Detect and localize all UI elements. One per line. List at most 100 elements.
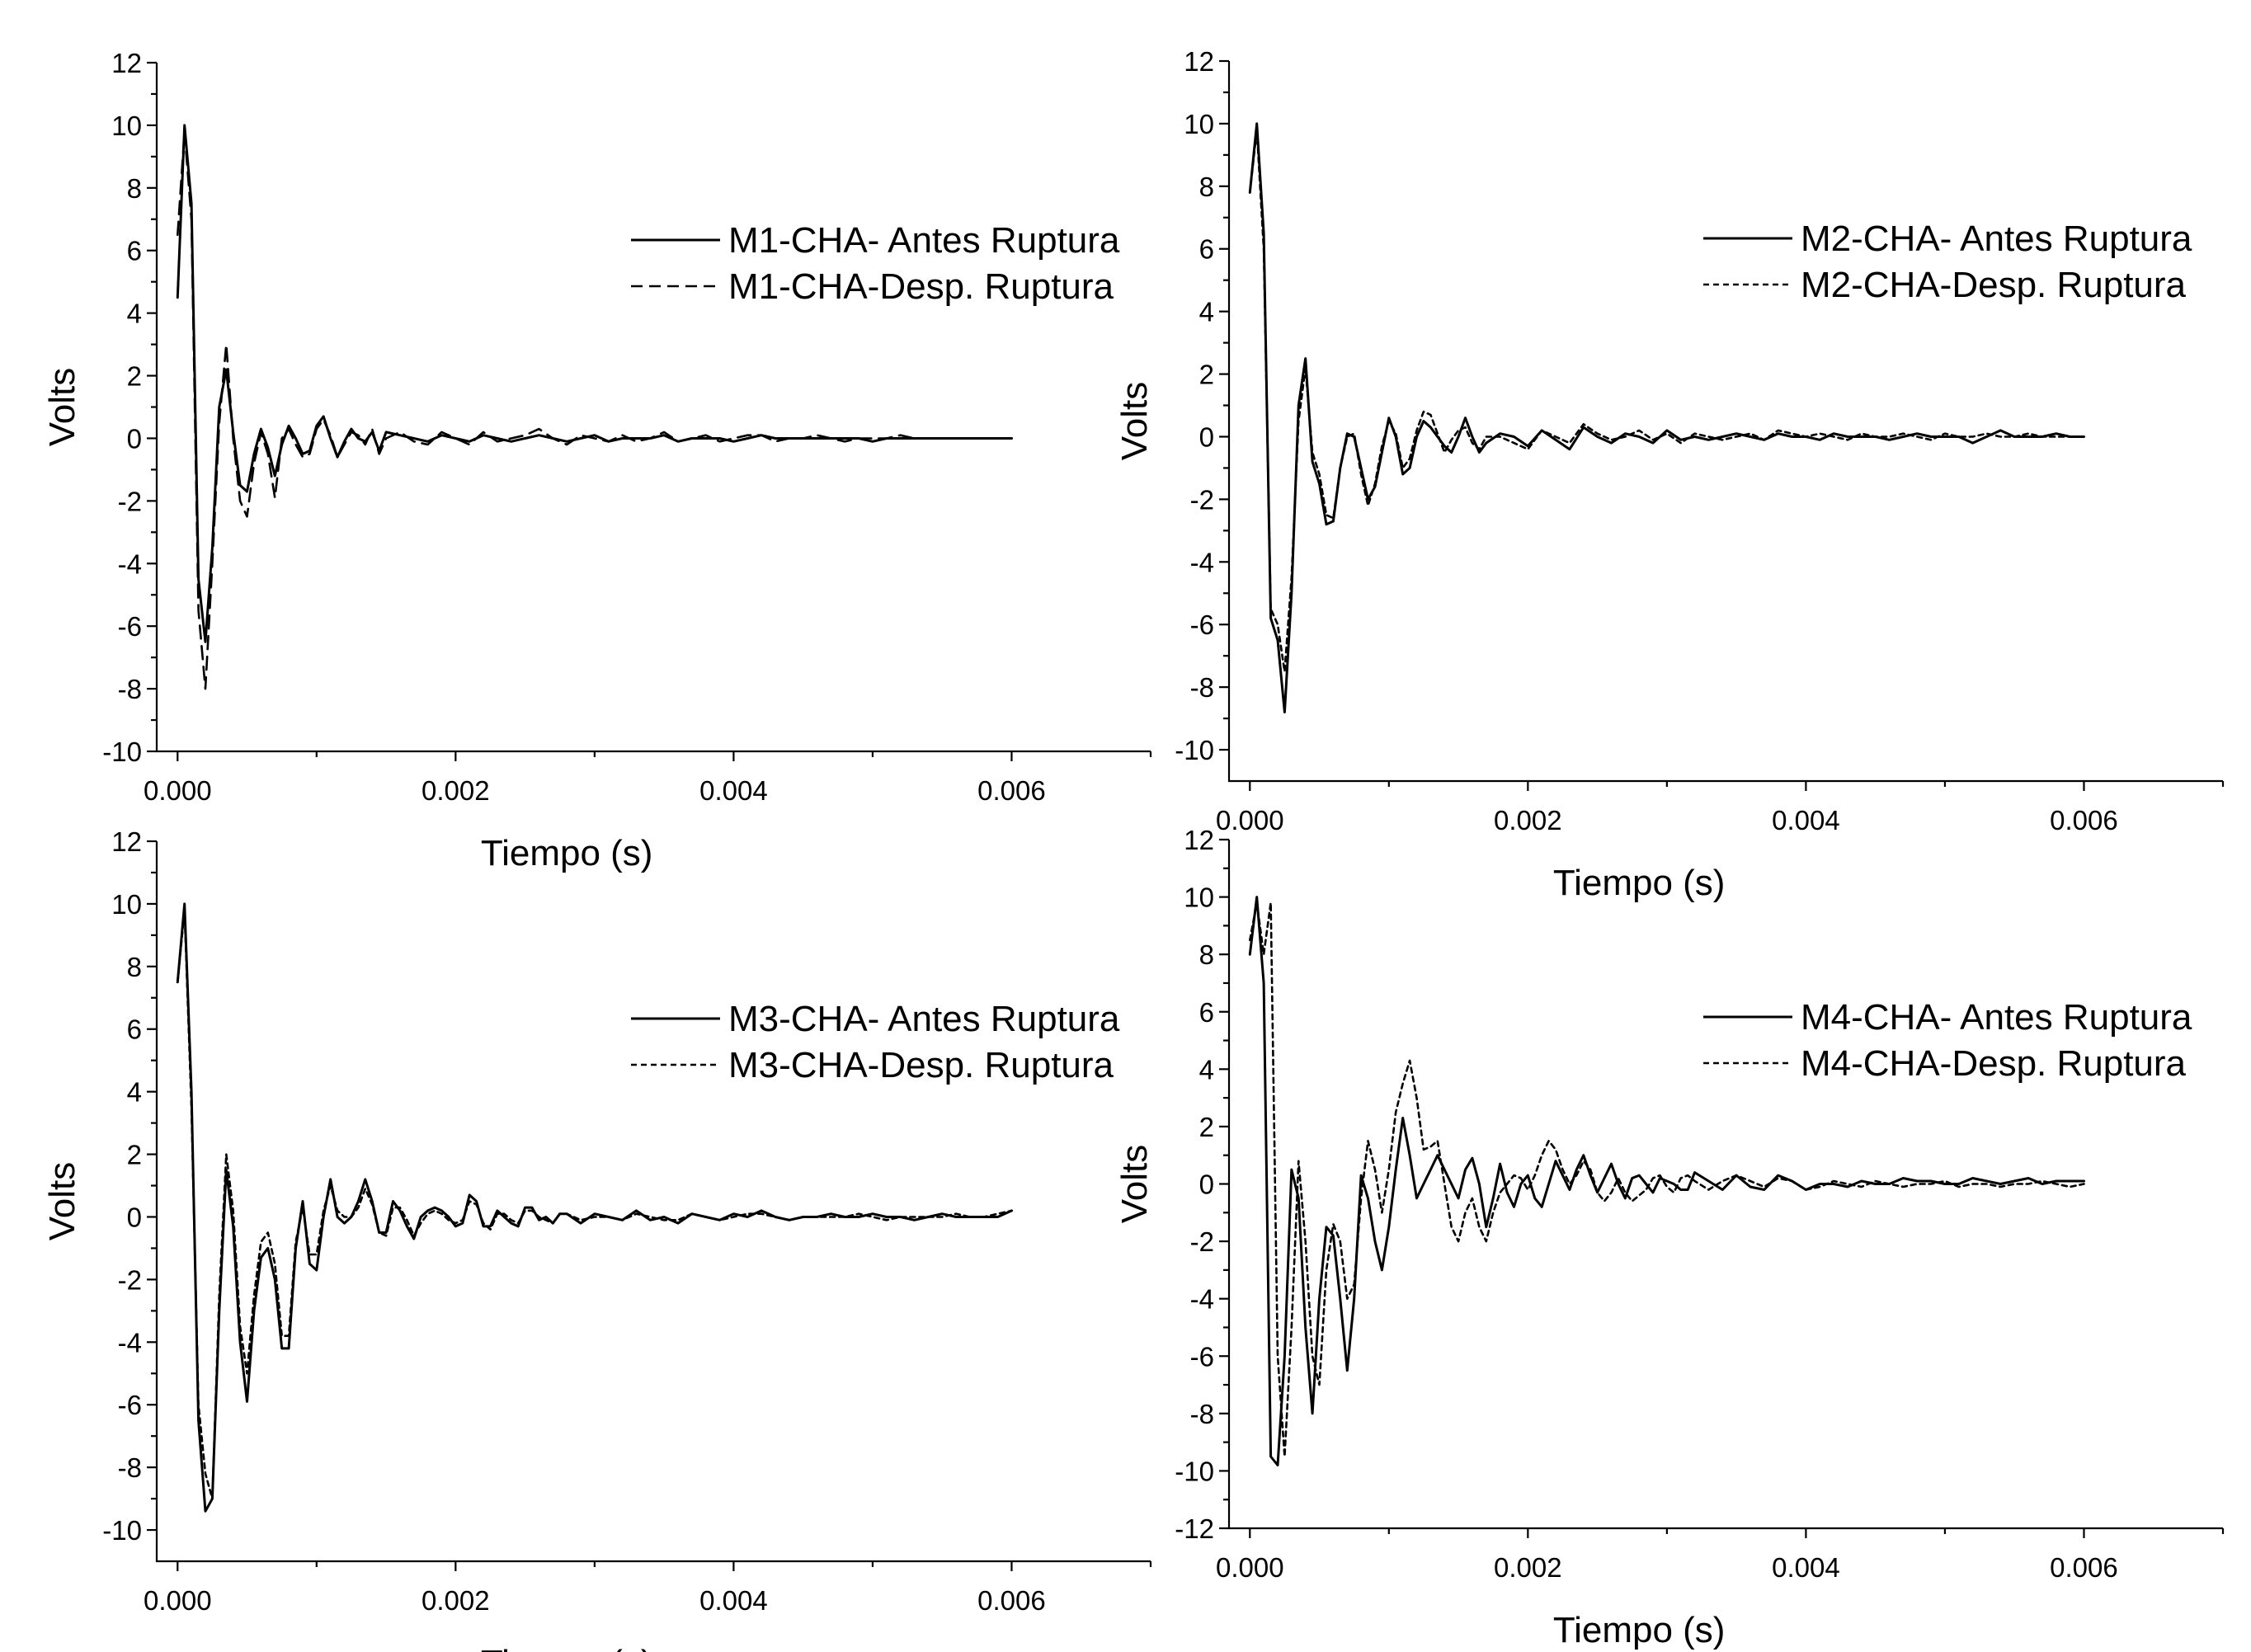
y-tick-label: 8 — [1199, 939, 1214, 970]
y-tick-label: -10 — [102, 1515, 142, 1546]
x-tick-label: 0.002 — [421, 775, 490, 806]
y-tick-label: -8 — [118, 1452, 142, 1483]
x-axis-title: Tiempo (s) — [1553, 1610, 1726, 1650]
y-tick-label: 12 — [1184, 46, 1214, 77]
legend-label: M2-CHA-Desp. Ruptura — [1801, 265, 2187, 305]
y-tick-label: 10 — [1184, 109, 1214, 139]
y-tick-label: -10 — [1175, 1456, 1214, 1486]
x-tick-label: 0.006 — [2050, 805, 2118, 835]
y-tick-label: 12 — [1184, 825, 1214, 855]
y-tick-label: -4 — [118, 1327, 142, 1358]
y-tick-label: 8 — [127, 173, 142, 204]
legend-label: M4-CHA-Desp. Ruptura — [1801, 1043, 2187, 1084]
x-axis-title: Tiempo (s) — [481, 1643, 653, 1652]
x-tick-label: 0.002 — [1494, 805, 1562, 835]
x-tick-label: 0.006 — [977, 1585, 1046, 1616]
y-tick-label: 10 — [111, 111, 142, 141]
legend-label: M1-CHA- Antes Ruptura — [728, 220, 1120, 261]
legend-label: M3-CHA- Antes Ruptura — [728, 999, 1120, 1039]
panel-m2: -10 -8 -6 -4 -2 0 2 4 6 8 10 12 0.000 0.002 0.004 0.006… — [1114, 25, 2235, 903]
y-tick-label: 0 — [1199, 421, 1214, 452]
x-tick-label: 0.000 — [1216, 1552, 1284, 1583]
y-tick-label: 2 — [1199, 1112, 1214, 1142]
x-tick-label: 0.004 — [699, 775, 768, 806]
y-tick-label: 6 — [127, 1014, 142, 1045]
series-line-desp — [1249, 901, 2085, 1458]
series-line-desp — [177, 909, 1013, 1500]
y-tick-label: -2 — [1190, 484, 1214, 515]
y-tick-label: 8 — [127, 952, 142, 982]
y-tick-label: 2 — [127, 1140, 142, 1170]
y-tick-label: 12 — [111, 826, 142, 857]
y-tick-label: 6 — [1199, 234, 1214, 265]
y-tick-label: -6 — [118, 1390, 142, 1420]
series-line-antes — [1248, 122, 2085, 713]
y-tick-label: 4 — [127, 1077, 142, 1108]
legend-label: M3-CHA-Desp. Ruptura — [728, 1045, 1114, 1085]
chart-svg: -12 -10 -8 -6 -4 -2 0 2 4 6 8 10 12 0.000 0.002 0.004 0.… — [1114, 825, 2225, 1650]
x-tick-label: 0.006 — [2050, 1552, 2118, 1583]
y-tick-label: -8 — [1190, 672, 1214, 703]
y-tick-label: -6 — [1190, 609, 1214, 640]
legend-label: M2-CHA- Antes Ruptura — [1801, 219, 2192, 259]
axis-frame — [155, 63, 1151, 753]
y-tick-label: 4 — [1199, 297, 1214, 327]
legend-label: M4-CHA- Antes Ruptura — [1801, 997, 2192, 1038]
y-tick-label: -2 — [118, 1264, 142, 1295]
y-tick-label: -12 — [1175, 1513, 1214, 1544]
y-tick-label: -4 — [1190, 1284, 1214, 1315]
y-axis-title: Volts — [42, 1162, 82, 1240]
x-tick-label: 0.004 — [1772, 1552, 1840, 1583]
y-axis-title: Volts — [1114, 382, 1155, 460]
series-line-desp — [177, 130, 1013, 690]
series-line-desp — [1249, 129, 2085, 673]
x-tick-label: 0.000 — [144, 775, 212, 806]
chart-svg: -10 -8 -6 -4 -2 0 2 4 6 8 10 12 0.000 0.002 0.004 0.006… — [42, 826, 1152, 1652]
x-axis-title: Tiempo (s) — [1553, 863, 1726, 903]
series-line-antes — [176, 124, 1013, 643]
y-tick-label: 4 — [127, 299, 142, 329]
panel-m1: -10 -8 -6 -4 -2 0 2 4 6 8 10 12 0.000 0.002 0.004 0.006… — [33, 25, 1152, 873]
y-tick-label: 0 — [127, 423, 142, 454]
y-tick-label: 0 — [127, 1202, 142, 1232]
y-tick-label: 6 — [127, 236, 142, 266]
panel-m3: -10 -8 -6 -4 -2 0 2 4 6 8 10 12 0.000 0.002 0.004 0.006… — [33, 825, 1152, 1652]
y-tick-label: -10 — [102, 737, 142, 767]
y-axis-title: Volts — [1114, 1145, 1155, 1223]
y-tick-label: 0 — [1199, 1170, 1214, 1200]
x-tick-label: 0.000 — [1216, 805, 1284, 835]
y-tick-label: -4 — [118, 548, 142, 579]
y-tick-label: 2 — [1199, 360, 1214, 390]
x-axis-title: Tiempo (s) — [481, 833, 653, 873]
y-tick-label: 6 — [1199, 997, 1214, 1028]
y-tick-label: -6 — [1190, 1341, 1214, 1372]
panel-m4: -12 -10 -8 -6 -4 -2 0 2 4 6 8 10 12 0.000 0.002 0.004 0.… — [1114, 825, 2235, 1650]
y-tick-label: 10 — [1184, 882, 1214, 913]
y-tick-label: -10 — [1175, 735, 1214, 765]
y-tick-label: -2 — [118, 486, 142, 516]
y-tick-label: 12 — [111, 48, 142, 78]
y-tick-label: -4 — [1190, 547, 1214, 577]
y-tick-label: 10 — [111, 889, 142, 920]
x-tick-label: 0.004 — [699, 1585, 768, 1616]
x-tick-label: 0.006 — [977, 775, 1046, 806]
x-tick-label: 0.000 — [144, 1585, 212, 1616]
x-tick-label: 0.002 — [421, 1585, 490, 1616]
y-tick-label: -8 — [1190, 1399, 1214, 1429]
y-tick-label: 2 — [127, 361, 142, 392]
legend-label: M1-CHA-Desp. Ruptura — [728, 266, 1114, 307]
axis-frame — [155, 841, 1151, 1563]
y-tick-label: -6 — [118, 611, 142, 642]
axis-frame — [1227, 61, 2223, 783]
y-tick-label: -8 — [118, 674, 142, 704]
y-tick-label: -2 — [1190, 1226, 1214, 1257]
y-tick-label: 4 — [1199, 1054, 1214, 1085]
series-line-antes — [1248, 896, 2085, 1466]
y-axis-title: Volts — [42, 368, 82, 446]
x-tick-label: 0.004 — [1772, 805, 1840, 835]
x-tick-label: 0.002 — [1494, 1552, 1562, 1583]
y-tick-label: 8 — [1199, 172, 1214, 202]
